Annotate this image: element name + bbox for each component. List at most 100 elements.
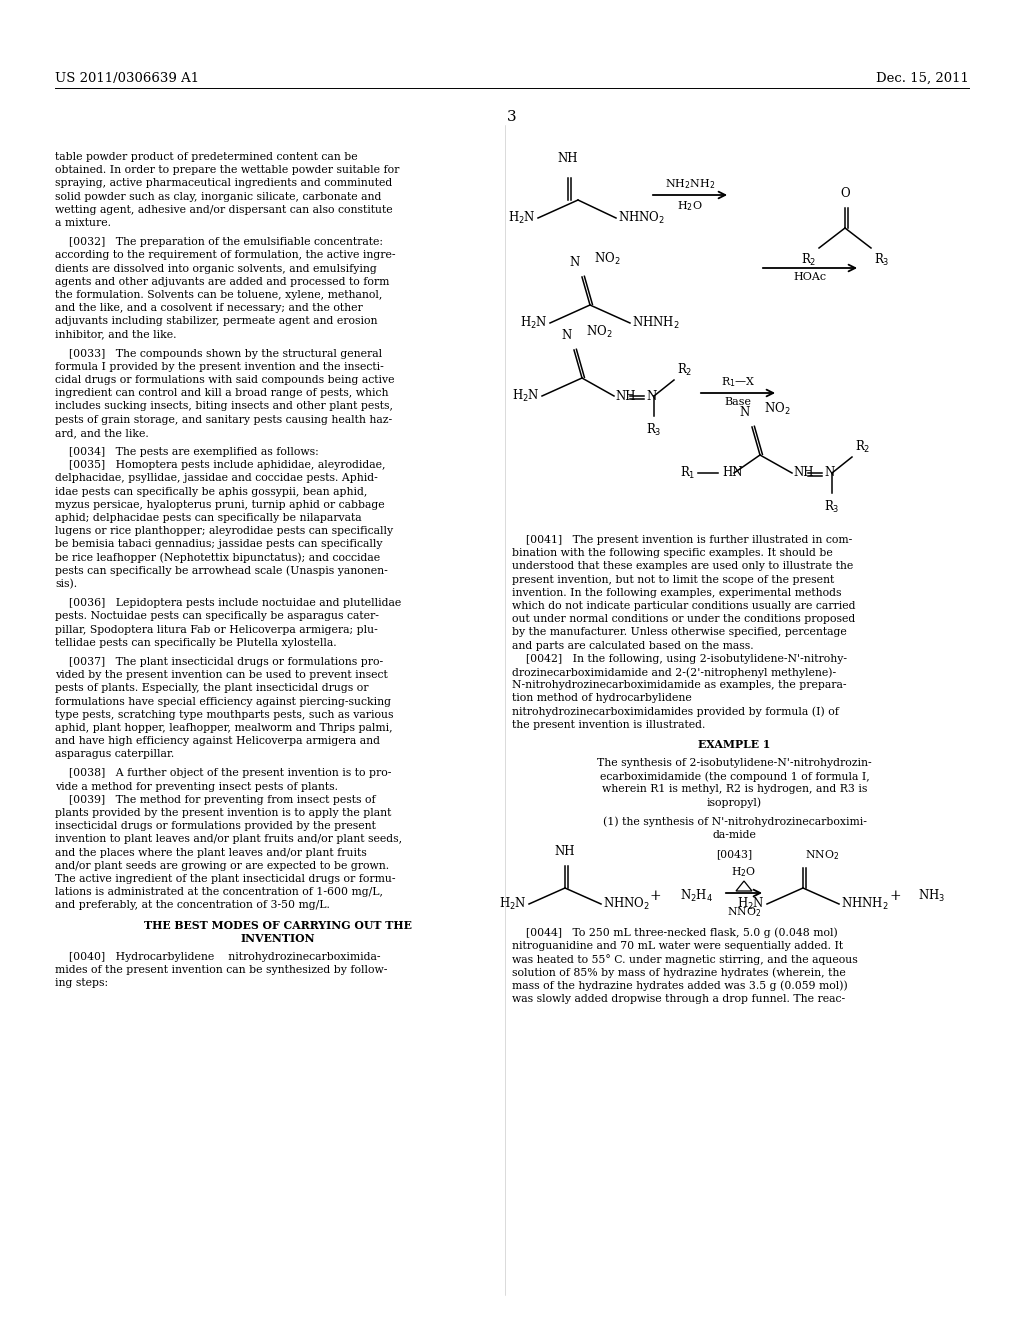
- Text: EXAMPLE 1: EXAMPLE 1: [698, 739, 771, 750]
- Text: delphacidae, psyllidae, jassidae and coccidae pests. Aphid-: delphacidae, psyllidae, jassidae and coc…: [55, 474, 378, 483]
- Text: O: O: [840, 187, 850, 201]
- Text: HN: HN: [722, 466, 742, 479]
- Text: [0043]: [0043]: [717, 849, 753, 859]
- Text: invention. In the following examples, experimental methods: invention. In the following examples, ex…: [512, 587, 842, 598]
- Text: a mixture.: a mixture.: [55, 218, 111, 228]
- Text: and the places where the plant leaves and/or plant fruits: and the places where the plant leaves an…: [55, 847, 367, 858]
- Text: bination with the following specific examples. It should be: bination with the following specific exa…: [512, 548, 833, 558]
- Text: da-mide: da-mide: [713, 830, 757, 840]
- Text: plants provided by the present invention is to apply the plant: plants provided by the present invention…: [55, 808, 391, 818]
- Text: NHNO$_2$: NHNO$_2$: [618, 210, 665, 226]
- Text: R$_2$: R$_2$: [855, 438, 870, 455]
- Text: R$_1$—X: R$_1$—X: [721, 375, 756, 389]
- Text: (1) the synthesis of N'-nitrohydrozinecarboximi-: (1) the synthesis of N'-nitrohydrozineca…: [602, 817, 866, 828]
- Text: and preferably, at the concentration of 3-50 mg/L.: and preferably, at the concentration of …: [55, 900, 330, 911]
- Text: aphid; delphacidae pests can specifically be nilaparvata: aphid; delphacidae pests can specificall…: [55, 513, 361, 523]
- Text: be rice leafhopper (Nephotettix bipunctatus); and coccidae: be rice leafhopper (Nephotettix bipuncta…: [55, 553, 380, 564]
- Text: ing steps:: ing steps:: [55, 978, 109, 989]
- Text: NNO$_2$: NNO$_2$: [805, 849, 839, 862]
- Text: out under normal conditions or under the conditions proposed: out under normal conditions or under the…: [512, 614, 855, 624]
- Text: and the like, and a cosolvent if necessary; and the other: and the like, and a cosolvent if necessa…: [55, 304, 362, 313]
- Text: spraying, active pharmaceutical ingredients and comminuted: spraying, active pharmaceutical ingredie…: [55, 178, 392, 189]
- Text: [0044]   To 250 mL three-necked flask, 5.0 g (0.048 mol): [0044] To 250 mL three-necked flask, 5.0…: [512, 928, 838, 939]
- Text: HOAc: HOAc: [794, 272, 826, 282]
- Text: R$_3$: R$_3$: [874, 252, 890, 268]
- Text: NNO$_2$: NNO$_2$: [727, 906, 761, 919]
- Text: H$_2$N: H$_2$N: [508, 210, 536, 226]
- Text: N$_2$H$_4$: N$_2$H$_4$: [680, 888, 713, 904]
- Text: pests. Noctuidae pests can specifically be asparagus cater-: pests. Noctuidae pests can specifically …: [55, 611, 379, 622]
- Text: NH: NH: [555, 845, 575, 858]
- Text: adjuvants including stabilizer, permeate agent and erosion: adjuvants including stabilizer, permeate…: [55, 317, 378, 326]
- Text: THE BEST MODES OF CARRYING OUT THE: THE BEST MODES OF CARRYING OUT THE: [143, 920, 412, 931]
- Text: R$_1$: R$_1$: [680, 465, 695, 480]
- Text: formula I provided by the present invention and the insecti-: formula I provided by the present invent…: [55, 362, 384, 372]
- Text: N: N: [824, 466, 835, 479]
- Text: wetting agent, adhesive and/or dispersant can also constitute: wetting agent, adhesive and/or dispersan…: [55, 205, 392, 215]
- Text: tellidae pests can specifically be Plutella xylostella.: tellidae pests can specifically be Plute…: [55, 638, 337, 648]
- Text: NH: NH: [558, 152, 579, 165]
- Text: ingredient can control and kill a broad range of pests, which: ingredient can control and kill a broad …: [55, 388, 388, 399]
- Text: NO$_2$: NO$_2$: [594, 251, 621, 267]
- Text: myzus persicae, hyalopterus pruni, turnip aphid or cabbage: myzus persicae, hyalopterus pruni, turni…: [55, 500, 385, 510]
- Text: drozinecarboximidamide and 2-(2'-nitrophenyl methylene)-: drozinecarboximidamide and 2-(2'-nitroph…: [512, 667, 837, 677]
- Text: wherein R1 is methyl, R2 is hydrogen, and R3 is: wherein R1 is methyl, R2 is hydrogen, an…: [602, 784, 867, 795]
- Text: ard, and the like.: ard, and the like.: [55, 428, 148, 438]
- Text: The synthesis of 2-isobutylidene-N'-nitrohydrozin-: The synthesis of 2-isobutylidene-N'-nitr…: [597, 758, 871, 768]
- Text: type pests, scratching type mouthparts pests, such as various: type pests, scratching type mouthparts p…: [55, 710, 393, 719]
- Text: dients are dissolved into organic solvents, and emulsifying: dients are dissolved into organic solven…: [55, 264, 377, 273]
- Text: H$_2$N: H$_2$N: [512, 388, 540, 404]
- Text: and/or plant seeds are growing or are expected to be grown.: and/or plant seeds are growing or are ex…: [55, 861, 389, 871]
- Text: Base: Base: [725, 397, 752, 407]
- Text: [0033]   The compounds shown by the structural general: [0033] The compounds shown by the struct…: [55, 348, 382, 359]
- Text: NHNO$_2$: NHNO$_2$: [603, 896, 650, 912]
- Text: table powder product of predetermined content can be: table powder product of predetermined co…: [55, 152, 357, 162]
- Text: be bemisia tabaci gennadius; jassidae pests can specifically: be bemisia tabaci gennadius; jassidae pe…: [55, 540, 383, 549]
- Text: N: N: [569, 256, 580, 269]
- Text: and have high efficiency against Helicoverpa armigera and: and have high efficiency against Helicov…: [55, 737, 380, 746]
- Text: the present invention is illustrated.: the present invention is illustrated.: [512, 719, 706, 730]
- Text: pests can specifically be arrowhead scale (Unaspis yanonen-: pests can specifically be arrowhead scal…: [55, 566, 388, 577]
- Text: H$_2$N: H$_2$N: [520, 315, 548, 331]
- Text: insecticidal drugs or formulations provided by the present: insecticidal drugs or formulations provi…: [55, 821, 376, 832]
- Text: tion method of hydrocarbylidene: tion method of hydrocarbylidene: [512, 693, 692, 704]
- Text: US 2011/0306639 A1: US 2011/0306639 A1: [55, 73, 199, 84]
- Text: vide a method for preventing insect pests of plants.: vide a method for preventing insect pest…: [55, 781, 338, 792]
- Text: and parts are calculated based on the mass.: and parts are calculated based on the ma…: [512, 640, 754, 651]
- Text: the formulation. Solvents can be toluene, xylene, methanol,: the formulation. Solvents can be toluene…: [55, 290, 382, 300]
- Text: mides of the present invention can be synthesized by follow-: mides of the present invention can be sy…: [55, 965, 387, 975]
- Text: H$_2$N: H$_2$N: [737, 896, 765, 912]
- Text: vided by the present invention can be used to prevent insect: vided by the present invention can be us…: [55, 671, 388, 680]
- Text: +: +: [889, 888, 901, 903]
- Text: formulations have special efficiency against piercing-sucking: formulations have special efficiency aga…: [55, 697, 391, 706]
- Text: R$_2$: R$_2$: [801, 252, 816, 268]
- Text: N: N: [562, 329, 572, 342]
- Text: sis).: sis).: [55, 579, 77, 589]
- Text: [0035]   Homoptera pests include aphididae, aleyrodidae,: [0035] Homoptera pests include aphididae…: [55, 461, 385, 470]
- Text: according to the requirement of formulation, the active ingre-: according to the requirement of formulat…: [55, 251, 395, 260]
- Text: The active ingredient of the plant insecticidal drugs or formu-: The active ingredient of the plant insec…: [55, 874, 395, 884]
- Text: understood that these examples are used only to illustrate the: understood that these examples are used …: [512, 561, 853, 572]
- Text: N: N: [739, 407, 750, 418]
- Text: [0041]   The present invention is further illustrated in com-: [0041] The present invention is further …: [512, 535, 852, 545]
- Text: solution of 85% by mass of hydrazine hydrates (wherein, the: solution of 85% by mass of hydrazine hyd…: [512, 968, 846, 978]
- Text: mass of the hydrazine hydrates added was 3.5 g (0.059 mol)): mass of the hydrazine hydrates added was…: [512, 981, 848, 991]
- Text: by the manufacturer. Unless otherwise specified, percentage: by the manufacturer. Unless otherwise sp…: [512, 627, 847, 638]
- Text: NO$_2$: NO$_2$: [764, 401, 791, 417]
- Text: NH: NH: [793, 466, 813, 479]
- Text: H$_2$O: H$_2$O: [731, 865, 757, 879]
- Text: INVENTION: INVENTION: [241, 933, 314, 944]
- Text: [0034]   The pests are exemplified as follows:: [0034] The pests are exemplified as foll…: [55, 447, 318, 457]
- Text: obtained. In order to prepare the wettable powder suitable for: obtained. In order to prepare the wettab…: [55, 165, 399, 176]
- Text: [0040]   Hydrocarbylidene    nitrohydrozinecarboximida-: [0040] Hydrocarbylidene nitrohydrozineca…: [55, 952, 381, 962]
- Text: R$_3$: R$_3$: [824, 499, 840, 515]
- Text: present invention, but not to limit the scope of the present: present invention, but not to limit the …: [512, 574, 835, 585]
- Text: [0039]   The method for preventing from insect pests of: [0039] The method for preventing from in…: [55, 795, 376, 805]
- Text: which do not indicate particular conditions usually are carried: which do not indicate particular conditi…: [512, 601, 855, 611]
- Text: asparagus caterpillar.: asparagus caterpillar.: [55, 750, 174, 759]
- Text: invention to plant leaves and/or plant fruits and/or plant seeds,: invention to plant leaves and/or plant f…: [55, 834, 402, 845]
- Text: NH$_2$NH$_2$: NH$_2$NH$_2$: [665, 177, 715, 191]
- Text: +: +: [649, 888, 660, 903]
- Text: NHNH$_2$: NHNH$_2$: [841, 896, 889, 912]
- Text: nitrohydrozinecarboximidamides provided by formula (I) of: nitrohydrozinecarboximidamides provided …: [512, 706, 839, 717]
